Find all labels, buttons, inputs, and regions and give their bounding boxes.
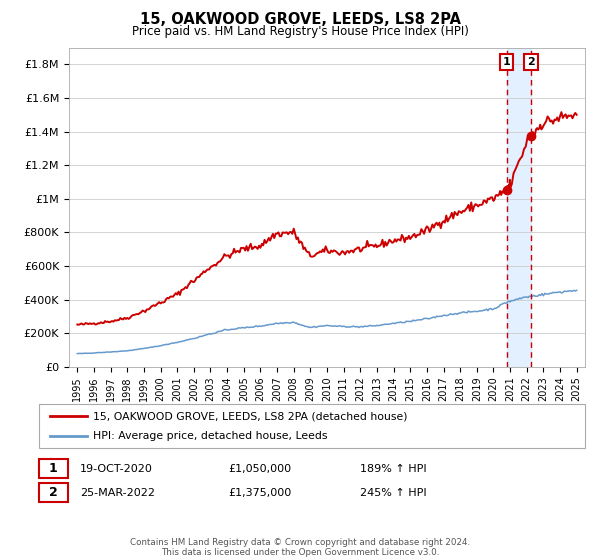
Text: 15, OAKWOOD GROVE, LEEDS, LS8 2PA (detached house): 15, OAKWOOD GROVE, LEEDS, LS8 2PA (detac… [93,411,407,421]
Text: 1: 1 [49,462,58,475]
Text: £1,050,000: £1,050,000 [228,464,291,474]
Text: 19-OCT-2020: 19-OCT-2020 [80,464,152,474]
Text: 15, OAKWOOD GROVE, LEEDS, LS8 2PA: 15, OAKWOOD GROVE, LEEDS, LS8 2PA [139,12,461,27]
Text: 189% ↑ HPI: 189% ↑ HPI [360,464,427,474]
Text: 1: 1 [503,57,511,67]
Text: 2: 2 [49,486,58,500]
Text: £1,375,000: £1,375,000 [228,488,291,498]
Text: Contains HM Land Registry data © Crown copyright and database right 2024.
This d: Contains HM Land Registry data © Crown c… [130,538,470,557]
Text: Price paid vs. HM Land Registry's House Price Index (HPI): Price paid vs. HM Land Registry's House … [131,25,469,38]
Text: HPI: Average price, detached house, Leeds: HPI: Average price, detached house, Leed… [93,431,328,441]
Bar [507,48,531,367]
Text: 2: 2 [527,57,535,67]
Text: 245% ↑ HPI: 245% ↑ HPI [360,488,427,498]
Text: 25-MAR-2022: 25-MAR-2022 [80,488,155,498]
